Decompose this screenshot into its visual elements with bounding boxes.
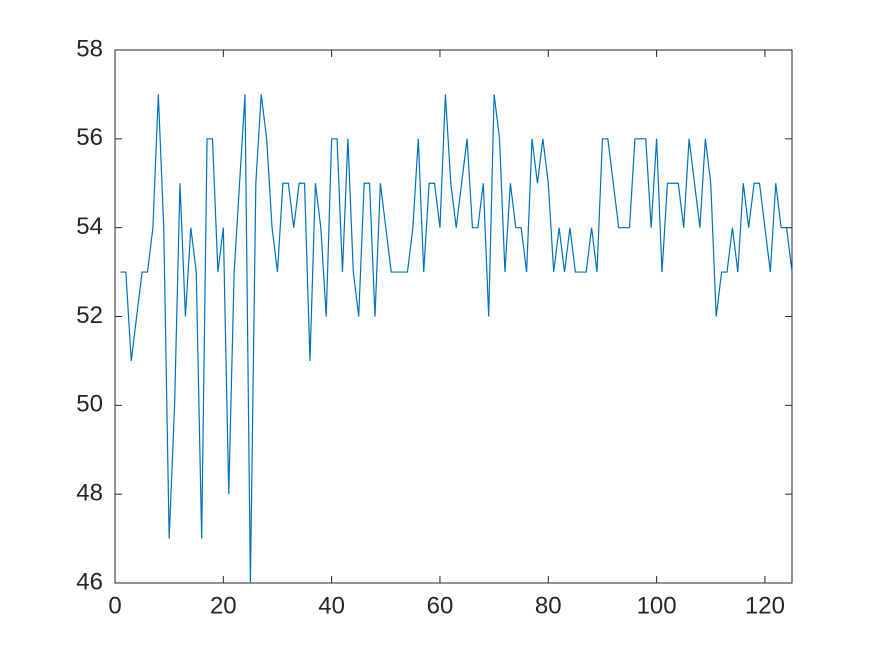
x-tick-label: 60	[427, 592, 454, 619]
y-tick-label: 58	[76, 35, 103, 62]
x-tick-label: 100	[637, 592, 677, 619]
x-tick-label: 40	[318, 592, 345, 619]
y-tick-label: 52	[76, 302, 103, 329]
x-tick-label: 120	[745, 592, 785, 619]
y-tick-label: 50	[76, 391, 103, 418]
y-tick-label: 54	[76, 213, 103, 240]
x-tick-label: 20	[210, 592, 237, 619]
axes-box	[114, 49, 793, 584]
data-line	[120, 94, 793, 584]
x-tick-label: 0	[108, 592, 121, 619]
y-tick-label: 48	[76, 480, 103, 507]
y-tick-label: 46	[76, 568, 103, 595]
y-tick-label: 56	[76, 124, 103, 151]
x-tick-label: 80	[535, 592, 562, 619]
